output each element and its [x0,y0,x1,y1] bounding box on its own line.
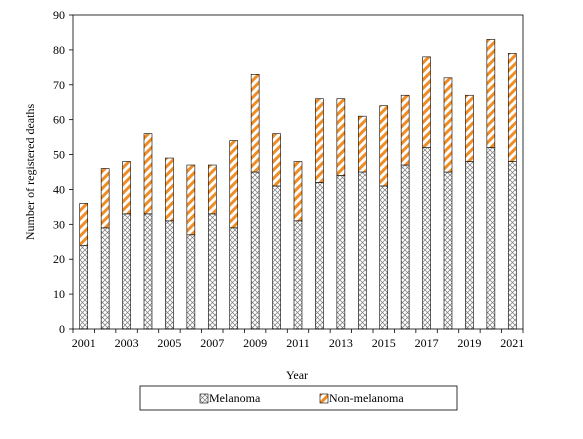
bar-non-melanoma-2017 [422,56,431,148]
legend-label-non-melanoma: Non-melanoma [329,391,404,405]
x-axis: 2001 2003 2005 2007 2009 2011 2013 2015 2017 2019… [72,329,524,350]
bar-melanoma-2019 [465,161,474,330]
bar-melanoma-2020 [486,147,496,330]
bar-non-melanoma-2002 [100,168,110,229]
y-tick-label-60: 60 [53,113,65,127]
x-tick-label-2019: 2019 [457,336,481,350]
y-tick-label-20: 20 [53,252,65,266]
bar-melanoma-2006 [186,234,196,330]
bar-melanoma-2009 [250,171,260,330]
bar-melanoma-2015 [379,185,389,330]
bar-non-melanoma-2008 [229,140,239,229]
y-tick-label-90: 90 [53,8,65,22]
x-tick-label-2015: 2015 [372,336,396,350]
bar-melanoma-2016 [400,164,410,330]
y-tick-label-40: 40 [53,182,65,196]
bar-non-melanoma-2004 [143,133,153,215]
plot-area [72,14,524,330]
bar-melanoma-2012 [315,182,324,330]
bar-melanoma-2017 [422,147,431,330]
bar-melanoma-2011 [293,220,303,330]
bar-non-melanoma-2018 [443,77,453,173]
x-tick-label-2011: 2011 [286,336,310,350]
bar-melanoma-2003 [122,213,131,330]
legend-swatch-non-melanoma [319,393,329,404]
y-axis: 0 10 20 30 40 50 60 70 80 90 [53,8,73,336]
x-tick-label-2005: 2005 [157,336,181,350]
y-tick-label-30: 30 [53,217,65,231]
bar-melanoma-2005 [165,220,174,330]
bar-non-melanoma-2006 [186,164,196,236]
x-tick-label-2001: 2001 [72,336,96,350]
x-tick-label-2017: 2017 [415,336,439,350]
bar-non-melanoma-2016 [400,94,410,166]
x-tick-label-2013: 2013 [329,336,353,350]
bar-melanoma-2007 [207,213,217,330]
bar-non-melanoma-2012 [315,98,324,183]
bar-melanoma-2010 [272,185,281,330]
bar-melanoma-2013 [336,175,346,330]
bar-non-melanoma-2015 [379,105,389,187]
bar-melanoma-2018 [443,171,453,330]
x-tick-label-2021: 2021 [500,336,524,350]
bar-non-melanoma-2021 [507,53,517,162]
y-tick-label-70: 70 [53,78,65,92]
plot-frame [72,14,524,330]
y-axis-title: Number of registered deaths [23,104,37,241]
bar-non-melanoma-2010 [272,133,281,187]
x-tick-label-2003: 2003 [115,336,139,350]
y-tick-label-50: 50 [53,148,65,162]
bar-melanoma-2021 [507,161,517,330]
bar-non-melanoma-2003 [122,161,131,215]
bar-melanoma-2002 [100,227,110,330]
x-axis-title: Year [286,368,308,382]
bar-non-melanoma-2019 [465,94,474,162]
y-tick-label-80: 80 [53,43,65,57]
legend-swatch-melanoma [199,393,209,404]
bar-non-melanoma-2011 [293,161,303,222]
bar-non-melanoma-2020 [486,39,496,148]
bar-melanoma-2014 [357,171,367,330]
bar-non-melanoma-2009 [250,74,260,173]
x-tick-label-2007: 2007 [200,336,224,350]
x-tick-label-2009: 2009 [243,336,267,350]
legend: Melanoma Non-melanoma [139,385,458,411]
bar-melanoma-2004 [143,213,153,330]
y-tick-label-10: 10 [53,287,65,301]
bar-non-melanoma-2013 [336,98,346,176]
y-tick-label-0: 0 [59,322,65,336]
legend-box [139,385,458,411]
legend-label-melanoma: Melanoma [209,391,261,405]
bar-melanoma-2008 [229,227,239,330]
bar-non-melanoma-2001 [79,203,89,246]
bar-melanoma-2001 [79,244,89,330]
bar-non-melanoma-2007 [207,164,217,215]
bar-non-melanoma-2005 [165,157,174,222]
bar-non-melanoma-2014 [357,115,367,173]
